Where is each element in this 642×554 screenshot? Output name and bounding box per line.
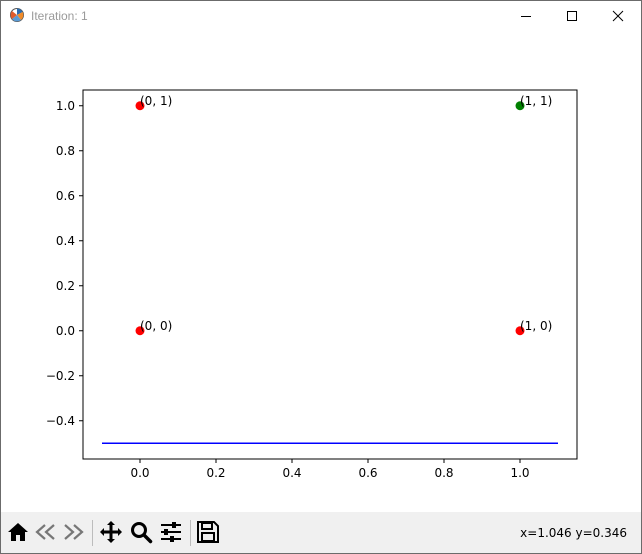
data-point [135, 101, 145, 111]
back-arrow-icon [35, 524, 55, 540]
navigation-toolbar: x=1.046 y=0.346 [1, 512, 641, 553]
window-title: Iteration: 1 [31, 9, 88, 23]
y-tick-label: 0.8 [56, 144, 75, 158]
save-button[interactable] [196, 520, 220, 544]
y-axis: −0.4 −0.2 0.0 0.2 0.4 0.6 0.8 1.0 [46, 99, 83, 428]
point-annotation: (0, 0) [140, 319, 172, 333]
y-tick-label: −0.2 [46, 369, 75, 383]
forward-button[interactable] [61, 520, 85, 544]
data-point [515, 326, 525, 336]
data-point [135, 326, 145, 336]
x-tick-label: 0.6 [358, 466, 377, 480]
toolbar-separator [190, 520, 191, 546]
home-button[interactable] [6, 520, 30, 544]
close-icon [612, 10, 624, 22]
point-annotation: (1, 0) [520, 319, 552, 333]
toolbar-separator [92, 520, 93, 546]
configure-subplots-icon [161, 522, 181, 542]
y-tick-label: 1.0 [56, 99, 75, 113]
figure-canvas[interactable]: 0.0 0.2 0.4 0.6 0.8 1.0 −0.4 −0.2 0.0 0.2 0.4 0.6 0… [1, 31, 641, 511]
minimize-icon [521, 16, 531, 17]
point-annotation: (1, 1) [520, 94, 552, 108]
x-tick-label: 1.0 [510, 466, 529, 480]
title-bar[interactable]: Iteration: 1 [1, 1, 641, 31]
home-icon [8, 523, 28, 541]
zoom-button[interactable] [129, 520, 153, 544]
zoom-magnifier-icon [131, 522, 153, 544]
close-button[interactable] [595, 1, 641, 31]
point-annotation: (0, 1) [140, 94, 172, 108]
minimize-button[interactable] [503, 1, 549, 31]
y-tick-label: 0.6 [56, 189, 75, 203]
pan-move-icon [100, 521, 122, 543]
forward-arrow-icon [64, 524, 84, 540]
x-tick-label: 0.0 [130, 466, 149, 480]
axes-frame [82, 89, 578, 460]
x-tick-label: 0.8 [434, 466, 453, 480]
cursor-coordinates: x=1.046 y=0.346 [520, 526, 627, 540]
y-tick-label: 0.0 [56, 324, 75, 338]
back-button[interactable] [34, 520, 58, 544]
save-floppy-icon [197, 521, 219, 543]
maximize-icon [567, 11, 577, 21]
matplotlib-logo-icon [10, 8, 24, 22]
x-tick-label: 0.2 [206, 466, 225, 480]
plot-series: (0, 0) (0, 1) (1, 0) (1, 1) [102, 94, 558, 444]
data-point [515, 101, 525, 111]
pan-button[interactable] [99, 520, 123, 544]
y-tick-label: 0.4 [56, 234, 75, 248]
x-tick-label: 0.4 [282, 466, 301, 480]
y-tick-label: −0.4 [46, 414, 75, 428]
maximize-button[interactable] [549, 1, 595, 31]
configure-subplots-button[interactable] [159, 520, 183, 544]
scatter-chart[interactable]: 0.0 0.2 0.4 0.6 0.8 1.0 −0.4−0.20.00.20.40.60… [1, 31, 641, 511]
x-axis: 0.0 0.2 0.4 0.6 0.8 1.0 [130, 459, 530, 480]
y-tick-label: 0.2 [56, 279, 75, 293]
